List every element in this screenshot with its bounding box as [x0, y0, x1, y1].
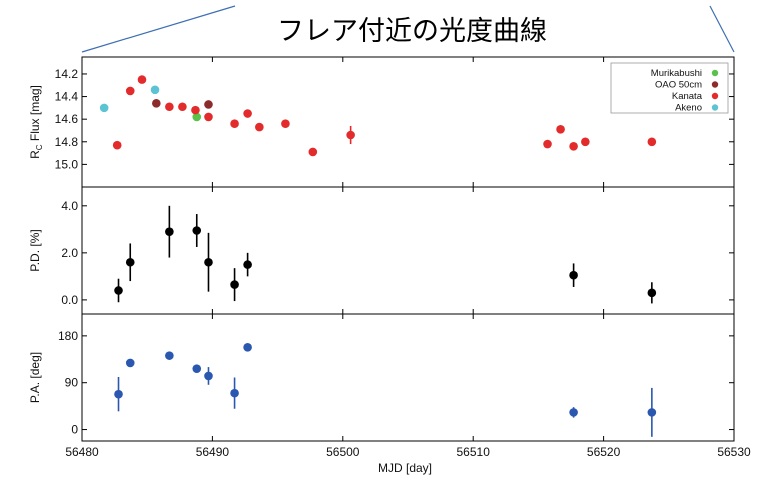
- y-tick-label: 0: [71, 423, 78, 437]
- data-point: [243, 260, 252, 269]
- figure-title: フレア付近の光度曲線: [277, 16, 547, 47]
- y-axis-label: RC Flux [mag]: [28, 85, 44, 159]
- data-point: [243, 343, 252, 352]
- x-tick-label: 56530: [717, 445, 751, 459]
- data-point: [346, 130, 355, 140]
- data-point: [230, 388, 239, 398]
- data-point: [192, 112, 202, 122]
- data-point: [125, 257, 135, 267]
- data-point: [543, 139, 552, 149]
- y-tick-label: 0.0: [61, 293, 78, 307]
- data-point: [204, 112, 213, 122]
- y-tick-label: 15.0: [55, 157, 79, 171]
- y-tick-label: 14.6: [55, 112, 79, 126]
- x-tick-label: 56480: [65, 445, 99, 459]
- data-point: [192, 226, 202, 235]
- data-point: [125, 86, 135, 96]
- data-point: [243, 109, 252, 118]
- data-point: [137, 75, 147, 84]
- data-point: [647, 288, 657, 298]
- data-point: [647, 137, 657, 147]
- y-tick-label: 2.0: [61, 246, 78, 260]
- zoom-line-left: [81, 5, 236, 53]
- panel-frame: [81, 186, 735, 315]
- x-tick-label: 56490: [196, 445, 230, 459]
- data-point: [152, 99, 161, 108]
- data-point: [165, 227, 174, 236]
- data-point: [204, 257, 213, 267]
- y-tick-label: 180: [58, 329, 78, 343]
- data-point: [204, 100, 213, 109]
- y-tick-label: 90: [65, 376, 79, 390]
- data-point: [114, 389, 123, 399]
- legend-box: [610, 62, 729, 114]
- data-point: [308, 147, 318, 157]
- legend-label: Kanata: [672, 91, 703, 102]
- data-point: [569, 408, 578, 417]
- legend-marker: [711, 69, 719, 77]
- data-point: [165, 102, 174, 112]
- y-tick-label: 14.2: [55, 67, 79, 81]
- data-point: [230, 280, 239, 289]
- legend-marker: [711, 104, 719, 111]
- data-point: [191, 105, 200, 115]
- x-tick-label: 56510: [457, 445, 491, 459]
- chart-panels: 14.2 14.4 14.6 14.8 15.0 RC Flux [mag] Murikab…: [28, 56, 751, 459]
- data-point: [647, 408, 657, 417]
- legend-label: Murikabushi: [651, 68, 702, 79]
- data-point: [581, 137, 590, 147]
- data-point: [99, 103, 109, 113]
- data-point: [569, 142, 578, 151]
- legend-label: OAO 50cm: [655, 80, 702, 91]
- data-point: [281, 119, 290, 128]
- data-point: [230, 119, 239, 128]
- panel-pa: 180 90 0 P.A. [deg]: [28, 313, 735, 442]
- y-axis-label: P.A. [deg]: [28, 352, 42, 403]
- panel-frame: [81, 313, 735, 442]
- panel-flux: 14.2 14.4 14.6 14.8 15.0 RC Flux [mag] Murikab…: [28, 56, 735, 188]
- y-tick-label: 14.4: [55, 90, 79, 104]
- data-point: [150, 85, 160, 95]
- data-point: [192, 364, 202, 373]
- legend-marker: [711, 81, 719, 88]
- panel-pd: 4.0 2.0 0.0 P.D. [%]: [28, 186, 735, 315]
- data-point: [204, 371, 213, 381]
- x-axis-label: MJD [day]: [378, 461, 432, 475]
- x-tick-label: 56520: [587, 445, 621, 459]
- legend-label: Akeno: [675, 103, 702, 114]
- y-tick-label: 4.0: [61, 199, 78, 213]
- data-point: [165, 351, 174, 360]
- data-point: [569, 270, 578, 280]
- x-tick-label: 56500: [326, 445, 360, 459]
- y-axis-label: P.D. [%]: [28, 229, 42, 271]
- data-point: [112, 140, 122, 150]
- data-point: [178, 102, 187, 112]
- y-tick-label: 14.8: [55, 135, 79, 149]
- legend-marker: [711, 92, 719, 100]
- data-point: [114, 286, 123, 295]
- data-point: [556, 125, 565, 134]
- data-point: [125, 358, 135, 368]
- zoom-line-right: [709, 5, 735, 53]
- data-point: [255, 122, 264, 132]
